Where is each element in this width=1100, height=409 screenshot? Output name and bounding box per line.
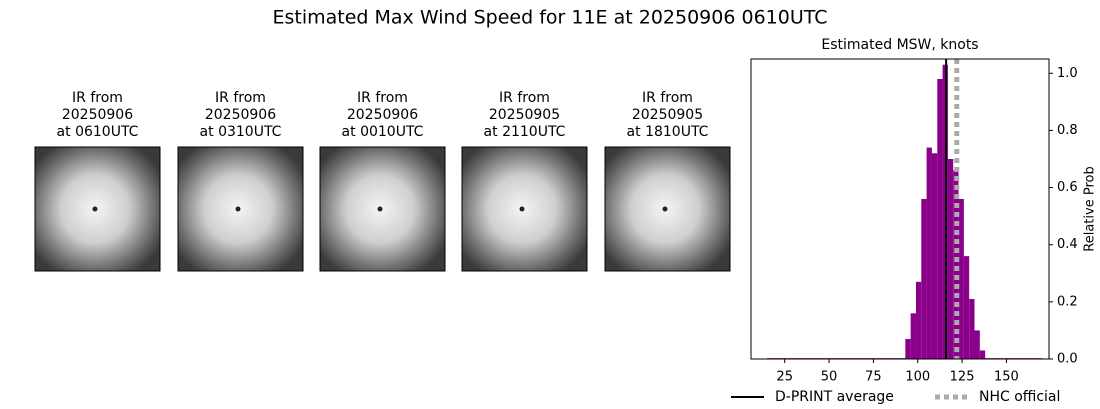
image-caption: IR from [499, 90, 550, 106]
legend-label: NHC official [979, 389, 1060, 405]
histogram-bar [979, 350, 986, 359]
storm-eye [235, 206, 241, 212]
legend-label: D-PRINT average [775, 389, 894, 405]
storm-eye [377, 206, 383, 212]
storm-eye [662, 206, 668, 212]
histogram-bar [947, 159, 954, 359]
histogram-bar [953, 170, 959, 359]
histogram-bar [910, 313, 916, 359]
image-caption: at 0010UTC [342, 124, 424, 140]
histogram-bar [969, 299, 975, 359]
histogram-bar [926, 147, 932, 359]
x-tick-label: 50 [821, 370, 838, 385]
x-tick-label: 25 [776, 370, 793, 385]
x-tick-label: 75 [865, 370, 882, 385]
image-caption: IR from [72, 90, 123, 106]
histogram-bar [963, 256, 970, 359]
storm-eye [92, 206, 98, 212]
y-tick-label: 0.6 [1057, 180, 1078, 195]
image-caption: 20250906 [347, 107, 418, 123]
image-caption: at 0310UTC [200, 124, 282, 140]
image-caption: 20250905 [489, 107, 560, 123]
x-tick-label: 100 [905, 370, 930, 385]
y-axis-label: Relative Prob [1083, 166, 1098, 251]
storm-eye [519, 206, 525, 212]
histogram-bar [931, 153, 938, 359]
image-caption: 20250906 [205, 107, 276, 123]
y-tick-label: 1.0 [1057, 66, 1078, 81]
image-caption: at 2110UTC [484, 124, 566, 140]
image-caption: at 0610UTC [57, 124, 139, 140]
y-tick-label: 0.2 [1057, 294, 1078, 309]
histogram-bar [915, 281, 922, 359]
y-tick-label: 0.4 [1057, 237, 1078, 252]
image-caption: at 1810UTC [627, 124, 709, 140]
figure-title: Estimated Max Wind Speed for 11E at 2025… [272, 7, 827, 29]
histogram-bar [937, 79, 943, 359]
x-tick-label: 150 [994, 370, 1019, 385]
image-caption: IR from [215, 90, 266, 106]
plot-frame [750, 58, 1050, 360]
y-tick-label: 0.8 [1057, 123, 1078, 138]
histogram-bar [974, 330, 980, 359]
histogram-bar [905, 339, 911, 359]
image-caption: IR from [357, 90, 408, 106]
image-caption: 20250905 [632, 107, 703, 123]
y-tick-label: 0.0 [1057, 352, 1078, 367]
histogram-bar [958, 199, 964, 359]
image-caption: 20250906 [62, 107, 133, 123]
chart-title: Estimated MSW, knots [821, 37, 978, 53]
histogram-bar [921, 199, 927, 359]
image-caption: IR from [642, 90, 693, 106]
x-tick-label: 125 [950, 370, 975, 385]
